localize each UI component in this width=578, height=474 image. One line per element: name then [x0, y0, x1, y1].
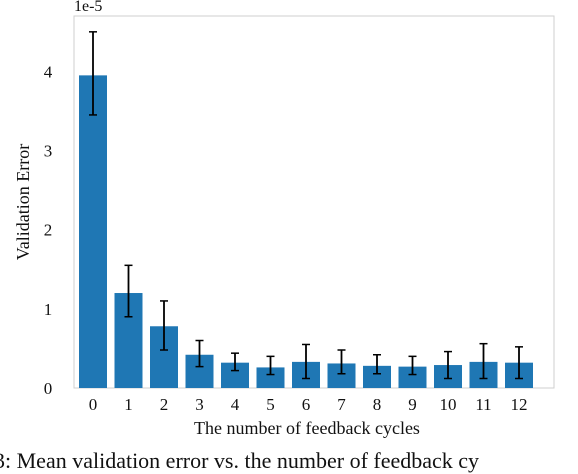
x-tick-label-9: 9 — [408, 395, 417, 414]
y-tick-label-4: 4 — [44, 62, 53, 81]
bar-8 — [363, 365, 391, 388]
bars — [79, 75, 533, 389]
x-axis-label: The number of feedback cycles — [194, 418, 420, 438]
x-tick-label-4: 4 — [231, 395, 240, 414]
error-bar-6 — [302, 343, 310, 380]
error-bar-9 — [408, 355, 417, 376]
y-tick-labels: 0 1 2 3 4 — [44, 62, 53, 398]
y-tick-label-3: 3 — [44, 142, 53, 161]
y-tick-label-0: 0 — [44, 379, 53, 398]
error-bar-5 — [266, 355, 275, 376]
error-bar-8 — [373, 354, 381, 375]
y-exponent-label: 1e-5 — [74, 0, 102, 15]
x-tick-label-1: 1 — [124, 395, 133, 414]
figure-caption: 3: Mean validation error vs. the number … — [0, 448, 480, 473]
error-bar-2 — [160, 300, 168, 351]
plot-frame — [73, 15, 555, 389]
bar-5 — [256, 367, 285, 388]
x-tick-label-5: 5 — [266, 395, 275, 414]
y-axis-label: Validation Error — [13, 144, 33, 260]
error-bars — [89, 31, 523, 380]
x-tick-label-0: 0 — [89, 395, 98, 414]
x-tick-label-7: 7 — [337, 395, 346, 414]
bar-0 — [79, 75, 107, 389]
x-tick-labels: 0 1 2 3 4 5 6 7 8 9 10 11 12 — [89, 395, 528, 414]
error-bar-0 — [89, 31, 97, 116]
x-tick-label-12: 12 — [511, 395, 528, 414]
y-tick-label-1: 1 — [44, 300, 53, 319]
error-bar-3 — [195, 339, 204, 368]
error-bar-10 — [444, 350, 452, 380]
x-tick-label-6: 6 — [302, 395, 311, 414]
bar-9 — [398, 366, 427, 388]
error-bar-11 — [479, 342, 488, 380]
x-tick-label-3: 3 — [195, 395, 204, 414]
error-bar-7 — [337, 349, 346, 375]
error-bar-4 — [231, 352, 239, 372]
error-bar-12 — [515, 346, 523, 380]
x-tick-label-2: 2 — [160, 395, 169, 414]
x-tick-label-11: 11 — [475, 395, 491, 414]
x-tick-label-8: 8 — [373, 395, 382, 414]
x-tick-label-10: 10 — [440, 395, 457, 414]
error-bar-1 — [124, 264, 133, 318]
y-tick-label-2: 2 — [44, 221, 53, 240]
